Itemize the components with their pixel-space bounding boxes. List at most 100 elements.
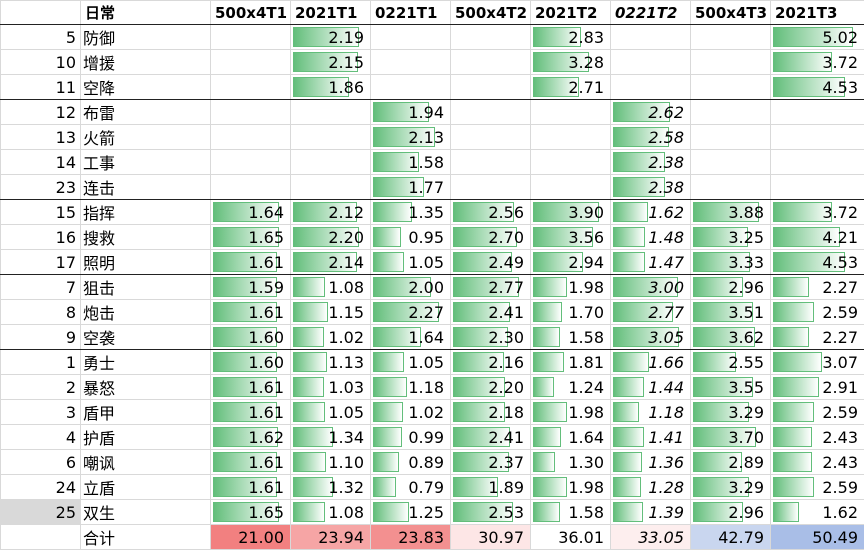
value-text: 1.70 (568, 303, 604, 322)
value-cell (211, 125, 291, 150)
value-text: 2.62 (648, 103, 684, 122)
value-text: 1.10 (328, 453, 364, 472)
value-cell: 3.51 (691, 300, 771, 325)
row-name: 狙击 (81, 275, 211, 300)
value-cell (771, 125, 864, 150)
value-cell: 1.61 (211, 400, 291, 425)
value-text: 1.36 (648, 453, 684, 472)
value-cell (531, 175, 611, 200)
value-text: 4.21 (822, 228, 858, 247)
value-text: 3.29 (728, 478, 764, 497)
corner-cell (1, 1, 81, 25)
value-text: 1.41 (648, 428, 684, 447)
row-id: 25 (1, 500, 81, 525)
row-name: 空降 (81, 75, 211, 100)
value-cell: 2.37 (451, 450, 531, 475)
value-text: 2.13 (408, 128, 444, 147)
value-text: 1.65 (248, 503, 284, 522)
value-text: 1.02 (328, 328, 364, 347)
value-cell: 1.64 (211, 200, 291, 225)
row-name: 连击 (81, 175, 211, 200)
value-cell: 1.02 (371, 400, 451, 425)
value-cell: 2.43 (771, 425, 864, 450)
row-name: 火箭 (81, 125, 211, 150)
value-cell: 2.43 (771, 450, 864, 475)
data-bar (613, 477, 641, 497)
column-header: 500x4T2 (451, 1, 531, 25)
value-cell: 3.00 (611, 275, 691, 300)
row-name: 指挥 (81, 200, 211, 225)
data-bar (773, 427, 812, 447)
row-id: 11 (1, 75, 81, 100)
value-text: 1.08 (328, 503, 364, 522)
value-cell (451, 75, 531, 100)
row-name: 布雷 (81, 100, 211, 125)
value-cell: 1.05 (291, 400, 371, 425)
value-text: 3.56 (568, 228, 604, 247)
row-id: 9 (1, 325, 81, 350)
value-cell: 2.27 (771, 275, 864, 300)
value-cell (211, 75, 291, 100)
row-id: 6 (1, 450, 81, 475)
value-text: 3.55 (728, 378, 764, 397)
value-cell: 2.96 (691, 500, 771, 525)
value-text: 1.44 (648, 378, 684, 397)
value-cell: 3.55 (691, 375, 771, 400)
value-cell: 1.60 (211, 350, 291, 375)
total-cell: 33.05 (611, 525, 691, 550)
total-cell: 23.94 (291, 525, 371, 550)
value-cell: 1.13 (291, 350, 371, 375)
value-text: 1.03 (328, 378, 364, 397)
data-bar (293, 277, 325, 297)
value-text: 1.89 (488, 478, 524, 497)
value-cell: 1.58 (531, 325, 611, 350)
row-name: 空袭 (81, 325, 211, 350)
value-cell: 2.62 (611, 100, 691, 125)
value-text: 1.08 (328, 278, 364, 297)
value-cell: 2.70 (451, 225, 531, 250)
value-cell (371, 25, 451, 50)
value-text: 2.27 (408, 303, 444, 322)
value-cell: 2.38 (611, 150, 691, 175)
value-text: 2.56 (488, 203, 524, 222)
value-cell: 1.05 (371, 350, 451, 375)
row-name: 勇士 (81, 350, 211, 375)
data-bar (773, 477, 814, 497)
value-cell: 2.41 (451, 425, 531, 450)
value-text: 0.79 (408, 478, 444, 497)
total-label: 合计 (81, 525, 211, 550)
value-text: 2.83 (568, 28, 604, 47)
value-text: 3.90 (568, 203, 604, 222)
value-cell (291, 125, 371, 150)
value-text: 1.61 (248, 453, 284, 472)
value-text: 1.24 (568, 378, 604, 397)
value-text: 3.72 (822, 53, 858, 72)
value-cell: 3.72 (771, 200, 864, 225)
value-text: 1.58 (408, 153, 444, 172)
value-cell: 2.12 (291, 200, 371, 225)
value-cell (531, 100, 611, 125)
value-cell: 1.34 (291, 425, 371, 450)
value-text: 1.58 (568, 328, 604, 347)
value-cell: 2.27 (771, 325, 864, 350)
value-cell: 1.62 (771, 500, 864, 525)
value-cell: 2.94 (531, 250, 611, 275)
data-bar (773, 502, 799, 522)
value-cell: 4.53 (771, 75, 864, 100)
value-text: 1.58 (568, 503, 604, 522)
value-text: 1.98 (568, 478, 604, 497)
value-cell: 4.21 (771, 225, 864, 250)
data-bar (293, 327, 324, 347)
value-cell: 5.02 (771, 25, 864, 50)
row-id: 15 (1, 200, 81, 225)
value-text: 2.37 (488, 453, 524, 472)
value-cell (531, 125, 611, 150)
row-name: 防御 (81, 25, 211, 50)
data-bar (773, 302, 814, 322)
value-text: 1.64 (568, 428, 604, 447)
column-header: 2021T3 (771, 1, 864, 25)
data-bar (533, 452, 555, 472)
